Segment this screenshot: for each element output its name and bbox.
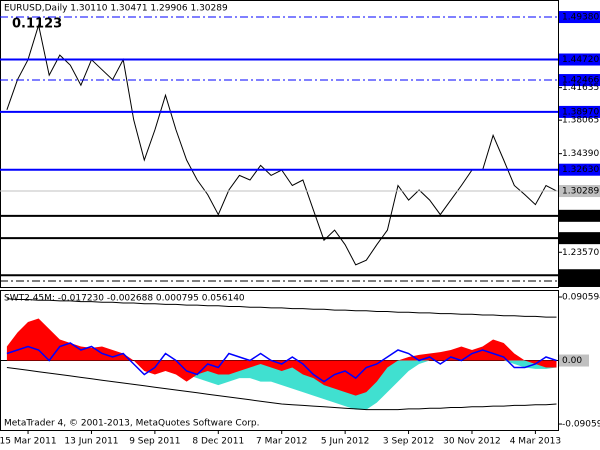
indicator-line xyxy=(6,342,557,383)
x-tick-label: 3 Sep 2012 xyxy=(383,437,434,447)
panel-title: SWT2.45M: -0.017230 -0.002688 0.000795 0… xyxy=(4,294,245,304)
price-label-box xyxy=(559,232,600,245)
price-label-box xyxy=(559,274,600,287)
price-label-box xyxy=(559,11,600,24)
x-tick-label: 30 Nov 2012 xyxy=(443,437,501,447)
price-label: 1.27570 xyxy=(562,211,599,221)
price-label: 1.30289 xyxy=(562,187,599,197)
x-tick-label: 13 Jun 2011 xyxy=(64,437,118,447)
price-frame xyxy=(0,0,559,288)
x-tick-label: 7 Mar 2012 xyxy=(256,437,307,447)
y-tick-label: 1.38065 xyxy=(562,116,599,126)
indicator-line xyxy=(6,298,557,318)
y-tick-label: 1.23570 xyxy=(562,248,599,258)
footer: MetaTrader 4, © 2001-2013, MetaQuotes So… xyxy=(4,419,260,429)
panel-title: EURUSD,Daily 1.30110 1.30471 1.29906 1.3… xyxy=(4,4,228,14)
price-label: 1.42466 xyxy=(562,76,599,86)
price-label-box xyxy=(559,53,600,66)
x-tick-label: 8 Dec 2011 xyxy=(192,437,244,447)
price-label-box xyxy=(559,163,600,176)
histogram-area xyxy=(6,318,557,396)
x-tick-label: 4 Mar 2013 xyxy=(510,437,561,447)
price-label-box xyxy=(559,209,600,222)
indicator-line xyxy=(6,367,557,411)
y-tick-label: 1.34390 xyxy=(562,149,599,159)
y-tick-label: 1.41635 xyxy=(562,83,599,93)
price-label: 1.32630 xyxy=(562,165,599,175)
price-label: 1.38970 xyxy=(562,107,599,117)
price-label-box xyxy=(559,74,600,87)
price-label-box xyxy=(559,185,600,198)
price-label: 1.44720 xyxy=(562,55,599,65)
price-label: 1.49380 xyxy=(562,13,599,23)
price-label: 1.25120 xyxy=(562,234,599,244)
zero-label-box xyxy=(559,354,589,367)
x-tick-label: 9 Sep 2011 xyxy=(129,437,180,447)
y-tick-label: -0.090594 xyxy=(562,420,600,430)
price-label-box xyxy=(559,105,600,118)
y-tick-label: 0.090594 xyxy=(562,293,600,303)
x-tick-label: 5 Jun 2012 xyxy=(321,437,369,447)
x-tick-label: 15 Mar 2011 xyxy=(0,437,57,447)
price-label: 1.20420 xyxy=(562,276,599,286)
annotation: 0.1123 xyxy=(12,17,62,32)
y-tick-label: 0.00 xyxy=(562,356,582,366)
